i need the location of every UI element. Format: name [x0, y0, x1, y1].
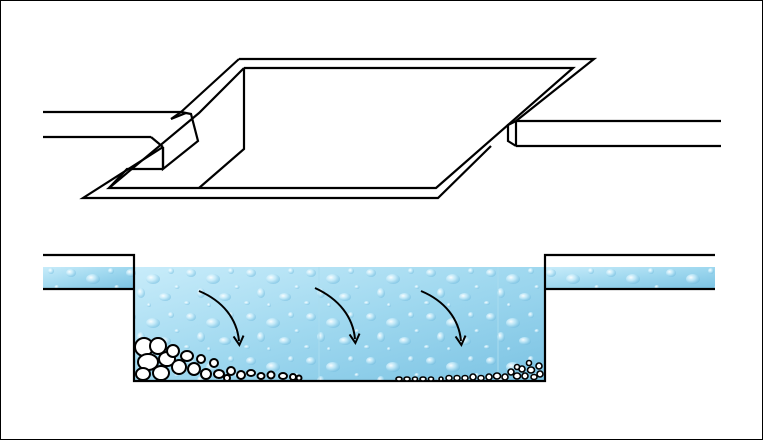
basin-inlet-wall: [161, 110, 200, 172]
inlet-channel: [43, 110, 181, 148]
basin-outer-rim: [79, 57, 598, 200]
sediment-inlet: [134, 337, 303, 382]
sediment-outlet: [395, 359, 544, 382]
basin-floor-line: [108, 167, 163, 189]
flow-arrows: [198, 287, 461, 341]
basin-back-wall: [198, 68, 246, 189]
basin-section-outline: [43, 253, 715, 383]
flow-arrow-2: [314, 287, 355, 339]
flow-arrow-1: [198, 290, 239, 341]
flow-arrow-3: [420, 290, 461, 341]
section-view: [43, 253, 715, 383]
outlet-channel: [514, 119, 721, 148]
plan-view: [43, 57, 721, 200]
basin-inner-rim: [105, 66, 576, 190]
